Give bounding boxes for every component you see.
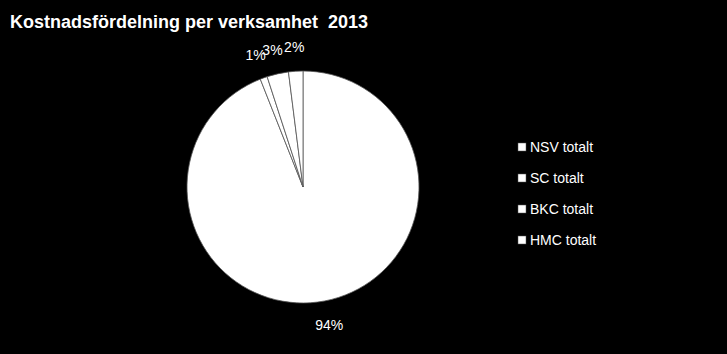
legend-label: SC totalt: [530, 170, 584, 186]
legend-swatch: [518, 205, 526, 213]
data-label: 2%: [284, 39, 304, 55]
pie-slice: [288, 71, 303, 187]
background: [0, 0, 727, 354]
legend-item: BKC totalt: [518, 201, 593, 217]
legend-label: NSV totalt: [530, 139, 593, 155]
pie-slice: [187, 71, 419, 303]
data-labels: 94%1%3%2%: [245, 39, 343, 332]
data-label: 3%: [262, 42, 282, 58]
data-label: 94%: [315, 317, 343, 333]
legend-swatch: [518, 143, 526, 151]
legend-label: HMC totalt: [530, 232, 596, 248]
pie-slice: [267, 72, 303, 187]
chart: Kostnadsfördelning per verksamhet 2013 94…: [0, 0, 727, 354]
legend-label: BKC totalt: [530, 201, 593, 217]
title: Kostnadsfördelning per verksamhet 2013: [10, 12, 368, 32]
legend-item: SC totalt: [518, 170, 584, 186]
pie: [187, 71, 419, 303]
legend-swatch: [518, 236, 526, 244]
legend-swatch: [518, 174, 526, 182]
legend: NSV totalt SC totalt BKC totalt HMC totalt: [518, 139, 596, 248]
legend-item: NSV totalt: [518, 139, 593, 155]
legend-item: HMC totalt: [518, 232, 596, 248]
